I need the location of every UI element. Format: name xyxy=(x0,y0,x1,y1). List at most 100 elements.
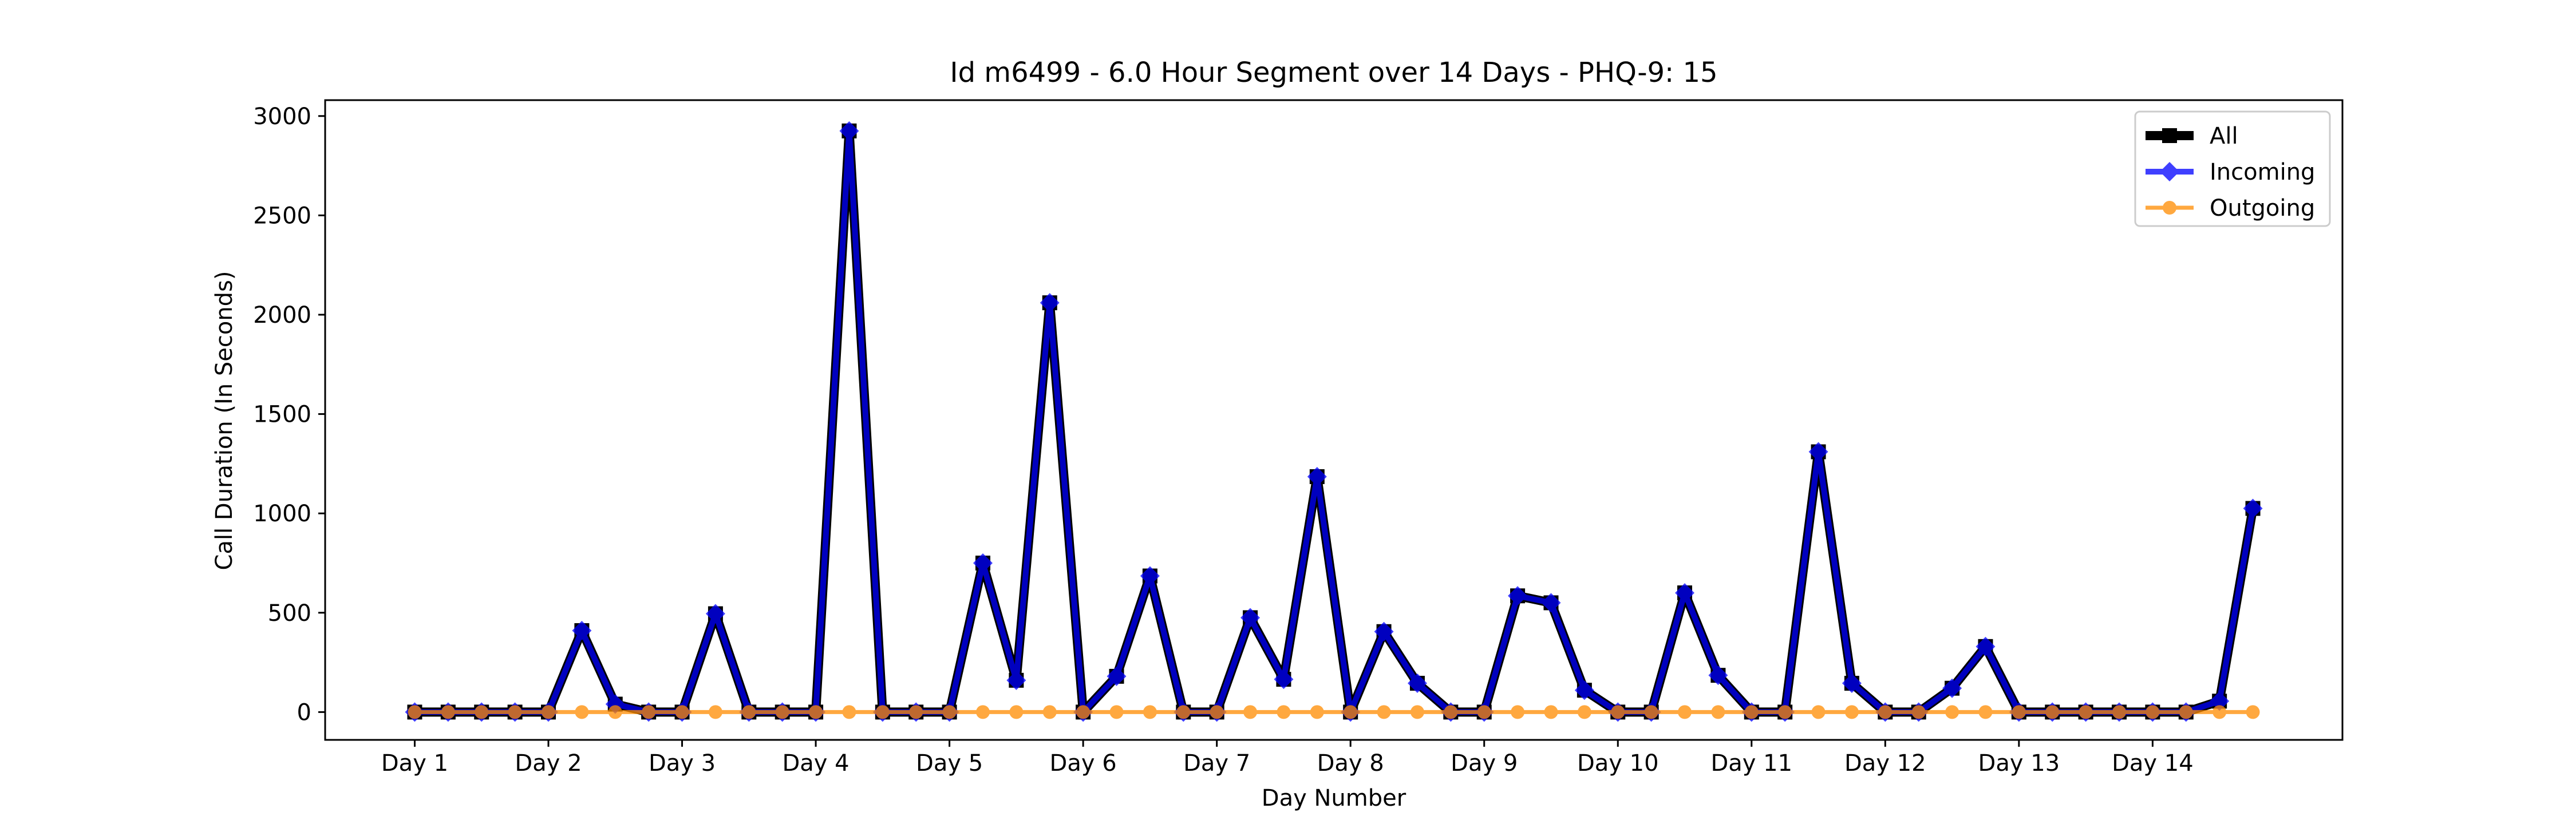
outgoing-point xyxy=(642,705,656,719)
outgoing-point xyxy=(1477,705,1491,719)
outgoing-point xyxy=(1444,705,1458,719)
x-tick-label: Day 8 xyxy=(1317,750,1384,777)
incoming-point xyxy=(1006,670,1026,690)
incoming-point xyxy=(1107,666,1127,686)
outgoing-point xyxy=(2246,705,2260,719)
outgoing-point xyxy=(775,705,789,719)
outgoing-point xyxy=(1344,705,1358,719)
x-tick-label: Day 13 xyxy=(1978,750,2060,777)
x-tick-label: Day 11 xyxy=(1710,750,1792,777)
incoming-point xyxy=(839,121,859,141)
outgoing-point xyxy=(1911,705,1926,719)
outgoing-point xyxy=(1076,705,1091,719)
incoming-point xyxy=(1574,680,1594,700)
x-axis-label: Day Number xyxy=(1262,785,1406,811)
outgoing-point xyxy=(1945,705,1959,719)
incoming-point xyxy=(1240,608,1261,628)
y-tick-label: 3000 xyxy=(253,104,311,130)
outgoing-point xyxy=(1143,705,1157,719)
outgoing-point xyxy=(1243,705,1258,719)
outgoing-point xyxy=(2012,705,2026,719)
x-tick-label: Day 4 xyxy=(782,750,849,777)
incoming-point xyxy=(973,553,993,573)
incoming-point xyxy=(1407,674,1427,694)
legend-label: Outgoing xyxy=(2210,195,2315,221)
y-tick-label: 2500 xyxy=(253,203,311,229)
outgoing-point xyxy=(2045,705,2060,719)
incoming-point xyxy=(2210,691,2230,711)
outgoing-point xyxy=(742,705,756,719)
incoming-point xyxy=(1675,583,1695,603)
outgoing-point xyxy=(2146,705,2160,719)
outgoing-point xyxy=(708,705,722,719)
x-tick-label: Day 3 xyxy=(649,750,716,777)
x-tick-label: Day 14 xyxy=(2112,750,2194,777)
incoming-point xyxy=(1808,442,1828,462)
outgoing-point xyxy=(1544,705,1558,719)
outgoing-point xyxy=(842,705,856,719)
chart-title: Id m6499 - 6.0 Hour Segment over 14 Days… xyxy=(950,57,1717,89)
incoming-point xyxy=(1708,665,1728,686)
outgoing-point xyxy=(942,705,957,719)
outgoing-point xyxy=(541,705,555,719)
outgoing-point xyxy=(875,705,890,719)
axes: Day 1 Day 2 Day 3 Day 4 Day 5 Day 6 Day 7 Day 8… xyxy=(253,104,2193,777)
outgoing-point xyxy=(1410,705,1424,719)
y-tick-label: 2000 xyxy=(253,302,311,328)
outgoing-point xyxy=(1844,705,1859,719)
outgoing-point xyxy=(1210,705,1224,719)
incoming-point xyxy=(2243,498,2263,518)
outgoing-point xyxy=(2079,705,2093,719)
legend-label: All xyxy=(2210,123,2238,149)
outgoing-point xyxy=(1978,705,1993,719)
outgoing-point xyxy=(1778,705,1792,719)
outgoing-point xyxy=(2112,705,2127,719)
outgoing-point xyxy=(675,705,689,719)
outgoing-point xyxy=(408,705,422,719)
x-tick-label: Day 6 xyxy=(1050,750,1117,777)
x-tick-label: Day 5 xyxy=(916,750,983,777)
outgoing-point xyxy=(441,705,455,719)
y-tick-label: 1000 xyxy=(253,501,311,527)
incoming-point xyxy=(1842,674,1862,694)
x-tick-label: Day 7 xyxy=(1183,750,1250,777)
x-tick-label: Day 1 xyxy=(381,750,448,777)
outgoing-point xyxy=(575,705,589,719)
outgoing-point xyxy=(1744,705,1759,719)
legend-item-outgoing xyxy=(2146,201,2194,215)
outgoing-point xyxy=(1678,705,1692,719)
legend-item-incoming xyxy=(2146,162,2194,181)
legend-swatch-marker xyxy=(2162,128,2177,143)
y-tick-label: 500 xyxy=(268,600,311,627)
outgoing-point xyxy=(1042,705,1057,719)
outgoing-point xyxy=(2179,705,2193,719)
outgoing-point xyxy=(975,705,990,719)
outgoing-point xyxy=(1377,705,1391,719)
legend-swatch-marker xyxy=(2163,201,2176,215)
incoming-point xyxy=(705,604,725,624)
outgoing-point xyxy=(508,705,522,719)
legend-swatch-marker xyxy=(2160,162,2179,181)
outgoing-point xyxy=(1511,705,1525,719)
outgoing-point xyxy=(1277,705,1291,719)
incoming-point xyxy=(572,621,592,641)
incoming-point xyxy=(1976,636,1996,656)
incoming-point xyxy=(1374,621,1394,641)
outgoing-point xyxy=(1811,705,1826,719)
outgoing-point xyxy=(1009,705,1024,719)
outgoing-point xyxy=(809,705,823,719)
legend: All Incoming Outgoing xyxy=(2134,110,2331,227)
series-outgoing xyxy=(408,705,2260,719)
incoming-point xyxy=(1274,670,1294,690)
legend-label: Incoming xyxy=(2210,159,2315,185)
x-tick-label: Day 2 xyxy=(515,750,582,777)
x-tick-label: Day 12 xyxy=(1844,750,1926,777)
outgoing-point xyxy=(1176,705,1191,719)
outgoing-point xyxy=(475,705,489,719)
outgoing-point xyxy=(1109,705,1124,719)
incoming-point xyxy=(1307,466,1327,486)
legend-item-all xyxy=(2146,128,2194,143)
plot-area xyxy=(405,121,2263,722)
outgoing-point xyxy=(1310,705,1324,719)
